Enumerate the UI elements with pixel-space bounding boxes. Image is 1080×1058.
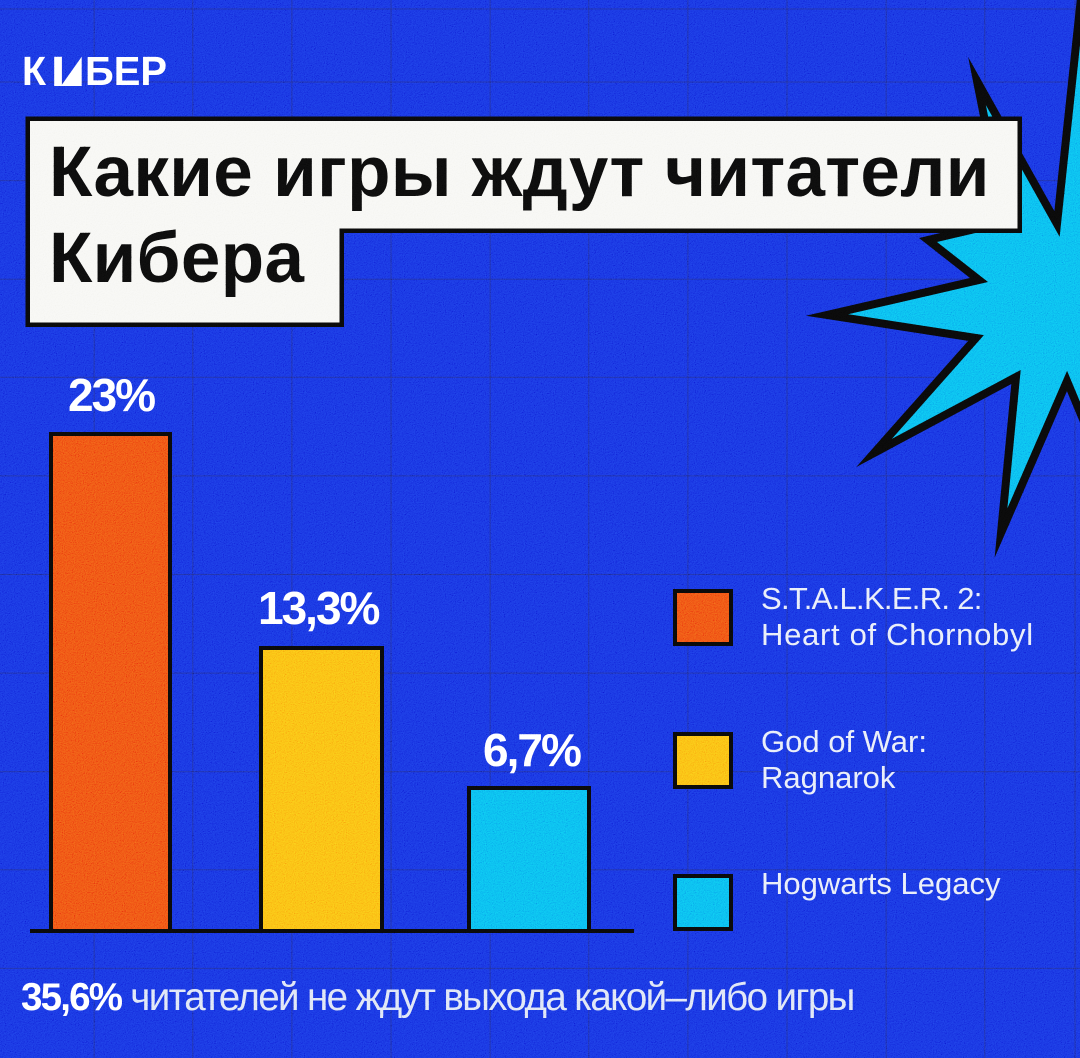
svg-text:БЕР: БЕР xyxy=(85,56,167,88)
svg-text:К: К xyxy=(23,56,47,88)
